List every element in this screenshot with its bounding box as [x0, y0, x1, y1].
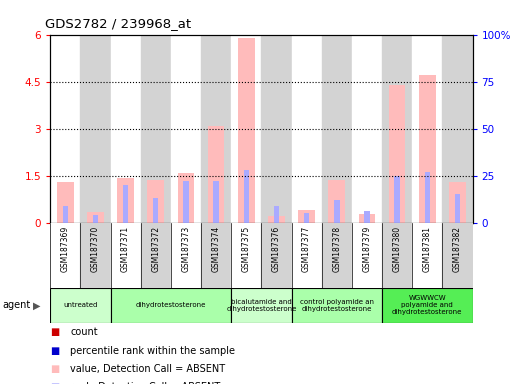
- Bar: [268, 216, 285, 223]
- Bar: [62, 206, 68, 223]
- Bar: [110, 288, 231, 323]
- Bar: [80, 223, 110, 288]
- Text: rank, Detection Call = ABSENT: rank, Detection Call = ABSENT: [70, 382, 221, 384]
- Bar: [352, 223, 382, 288]
- Bar: [291, 35, 322, 223]
- Bar: [352, 35, 382, 223]
- Text: GSM187377: GSM187377: [302, 226, 311, 272]
- Bar: [231, 288, 291, 323]
- Bar: [140, 35, 171, 223]
- Bar: [389, 85, 406, 223]
- Bar: [425, 172, 430, 223]
- Bar: [231, 35, 261, 223]
- Bar: [50, 35, 80, 223]
- Bar: [442, 223, 473, 288]
- Bar: [322, 223, 352, 288]
- Text: GSM187381: GSM187381: [423, 226, 432, 272]
- Text: GDS2782 / 239968_at: GDS2782 / 239968_at: [45, 17, 191, 30]
- Bar: [442, 35, 473, 223]
- Bar: [419, 75, 436, 223]
- Bar: [208, 126, 224, 223]
- Text: GSM187371: GSM187371: [121, 226, 130, 272]
- Bar: [93, 215, 98, 223]
- Bar: [123, 185, 128, 223]
- Text: agent: agent: [3, 300, 31, 310]
- Text: control polyamide an
dihydrotestosterone: control polyamide an dihydrotestosterone: [300, 299, 374, 312]
- Bar: [238, 38, 254, 223]
- Bar: [153, 198, 158, 223]
- Text: GSM187375: GSM187375: [242, 226, 251, 272]
- Bar: [382, 223, 412, 288]
- Bar: [382, 35, 412, 223]
- Text: GSM187382: GSM187382: [453, 226, 462, 272]
- Bar: [117, 178, 134, 223]
- Bar: [382, 288, 473, 323]
- Bar: [110, 35, 140, 223]
- Text: ▶: ▶: [33, 300, 40, 310]
- Bar: [274, 206, 279, 223]
- Text: GSM187380: GSM187380: [393, 226, 402, 272]
- Bar: [322, 35, 352, 223]
- Bar: [80, 35, 110, 223]
- Bar: [50, 223, 80, 288]
- Text: ■: ■: [50, 327, 60, 337]
- Bar: [243, 170, 249, 223]
- Bar: [291, 288, 382, 323]
- Bar: [334, 200, 340, 223]
- Bar: [201, 223, 231, 288]
- Text: count: count: [70, 327, 98, 337]
- Text: bicalutamide and
dihydrotestosterone: bicalutamide and dihydrotestosterone: [226, 299, 297, 312]
- Text: GSM187379: GSM187379: [362, 226, 372, 272]
- Text: dihydrotestosterone: dihydrotestosterone: [136, 302, 206, 308]
- Bar: [201, 35, 231, 223]
- Bar: [412, 35, 442, 223]
- Text: GSM187378: GSM187378: [332, 226, 341, 272]
- Bar: [304, 214, 309, 223]
- Text: GSM187374: GSM187374: [212, 226, 221, 272]
- Bar: [261, 35, 291, 223]
- Bar: [291, 223, 322, 288]
- Bar: [147, 180, 164, 223]
- Bar: [213, 181, 219, 223]
- Bar: [328, 180, 345, 223]
- Bar: [394, 176, 400, 223]
- Text: WGWWCW
polyamide and
dihydrotestosterone: WGWWCW polyamide and dihydrotestosterone: [392, 295, 463, 315]
- Bar: [364, 212, 370, 223]
- Text: ■: ■: [50, 364, 60, 374]
- Bar: [177, 172, 194, 223]
- Bar: [231, 223, 261, 288]
- Bar: [87, 212, 103, 223]
- Bar: [449, 182, 466, 223]
- Bar: [261, 223, 291, 288]
- Bar: [171, 223, 201, 288]
- Bar: [359, 214, 375, 223]
- Bar: [183, 181, 188, 223]
- Bar: [412, 223, 442, 288]
- Text: GSM187370: GSM187370: [91, 226, 100, 272]
- Text: GSM187372: GSM187372: [151, 226, 161, 272]
- Text: GSM187376: GSM187376: [272, 226, 281, 272]
- Bar: [57, 182, 73, 223]
- Bar: [50, 288, 110, 323]
- Text: untreated: untreated: [63, 302, 98, 308]
- Bar: [110, 223, 140, 288]
- Bar: [298, 210, 315, 223]
- Text: ■: ■: [50, 382, 60, 384]
- Text: GSM187369: GSM187369: [61, 226, 70, 272]
- Text: GSM187373: GSM187373: [182, 226, 191, 272]
- Bar: [171, 35, 201, 223]
- Bar: [455, 195, 460, 223]
- Text: value, Detection Call = ABSENT: value, Detection Call = ABSENT: [70, 364, 225, 374]
- Text: percentile rank within the sample: percentile rank within the sample: [70, 346, 235, 356]
- Text: ■: ■: [50, 346, 60, 356]
- Bar: [140, 223, 171, 288]
